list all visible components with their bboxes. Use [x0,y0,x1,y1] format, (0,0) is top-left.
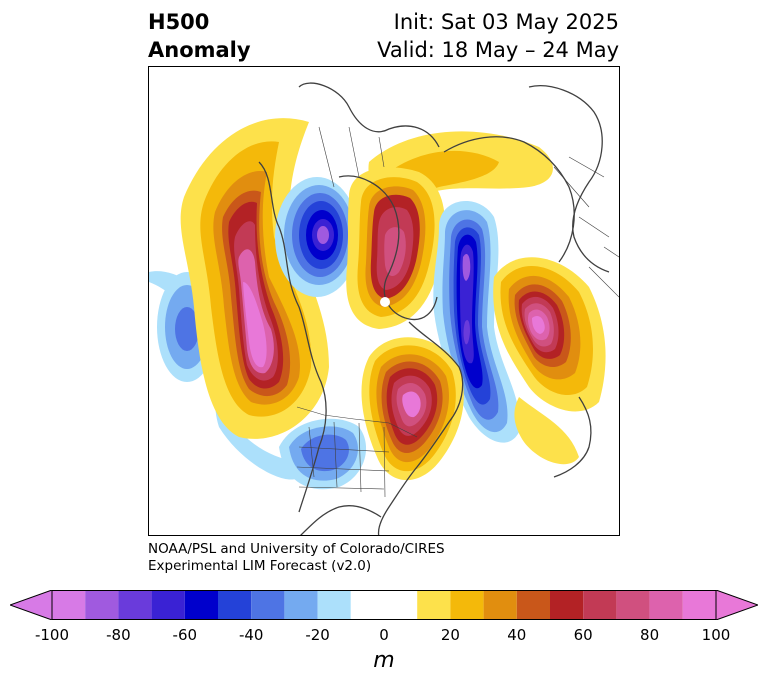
credit-line-1: NOAA/PSL and University of Colorado/CIRE… [148,541,445,557]
anomaly-ridge-hudson [346,167,445,329]
colorbar-bin [450,590,484,620]
anomaly-ridge-eastern-us [361,337,464,481]
colorbar-bin [616,590,650,620]
colorbar-tick-label: -40 [238,626,264,644]
anomaly-ridge-west-coast [180,118,329,439]
colorbar-bin [516,590,550,620]
anomaly-ridge-north-atlantic [493,257,606,412]
anomaly-map [148,66,620,536]
colorbar-tick-label: 80 [640,626,660,644]
map-title: H500 Anomaly [148,8,251,64]
colorbar-tick-label: -20 [305,626,330,644]
anomaly-ridge-atlantic-south [514,397,579,465]
forecast-dates: Init: Sat 03 May 2025 Valid: 18 May – 24… [377,8,619,64]
colorbar-bin [218,590,252,620]
colorbar-tick-label: -100 [34,626,70,644]
title-field: Anomaly [148,38,251,62]
colorbar-outline [51,590,717,620]
coastlines [258,82,610,535]
colorbar-bin [583,590,617,620]
anomaly-trough-southwest-us [279,418,367,490]
credit-text: NOAA/PSL and University of Colorado/CIRE… [148,541,445,575]
colorbar-bin [550,590,584,620]
colorbar-bin [483,590,517,620]
colorbar-tick-label: 100 [701,626,731,644]
colorbar [10,590,758,620]
colorbar-bin [52,590,86,620]
colorbar-tick-label: 40 [507,626,527,644]
anomaly-trough-hudson-west [275,177,359,297]
valid-range: Valid: 18 May – 24 May [377,38,619,62]
colorbar-extend-low [10,590,53,620]
colorbar-bin [118,590,152,620]
colorbar-bin [251,590,285,620]
colorbar-bin [85,590,119,620]
north-pole-marker [380,297,390,307]
colorbar-tick-label: 60 [573,626,593,644]
init-date: Init: Sat 03 May 2025 [393,10,619,34]
colorbar-bin [184,590,218,620]
colorbar-bin [649,590,683,620]
colorbar-bin [682,590,716,620]
colorbar-bin [151,590,185,620]
colorbar-tick-label: -60 [172,626,198,644]
political-borders [296,126,619,498]
colorbar-bin [284,590,318,620]
map-svg [149,82,619,535]
credit-line-2: Experimental LIM Forecast (v2.0) [148,558,372,574]
colorbar-tick-label: 0 [379,626,389,644]
colorbar-tick-label: 20 [440,626,460,644]
colorbar-extend-high [715,590,758,620]
colorbar-tick-labels: -100 -80 -60 -40 -20 0 20 40 60 80 100 [0,626,768,646]
colorbar-tick-label: -80 [106,626,131,644]
colorbar-bin [417,590,451,620]
title-variable: H500 [148,10,210,34]
colorbar-bin [350,590,418,620]
colorbar-bin [317,590,351,620]
colorbar-unit: m [373,648,395,673]
